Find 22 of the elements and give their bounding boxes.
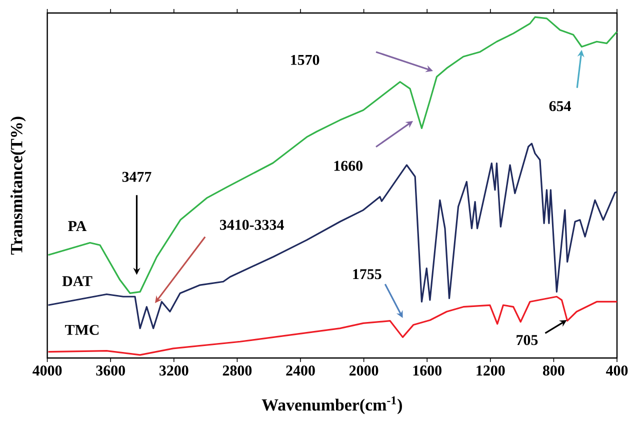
annotation: 3410-3334 <box>220 220 284 230</box>
annotation: 1660 <box>334 160 362 171</box>
x-axis-title: Wavenumber(cm$^{-1}$) <box>262 396 402 414</box>
x-tick-label: 2400 <box>286 366 315 376</box>
series-label: PA <box>68 221 87 231</box>
x-tick-label: 2000 <box>349 366 378 376</box>
series-label: DAT <box>62 276 92 286</box>
series-label: TMC <box>65 324 99 335</box>
x-tick-label: 3200 <box>160 366 188 376</box>
x-tick-label: 3600 <box>96 366 125 376</box>
x-tick-label: 4000 <box>32 366 62 376</box>
y-axis-title: Transmitance(T%) <box>10 116 26 255</box>
annotation: 3477 <box>122 172 152 182</box>
x-tick-label: 400 <box>606 366 628 376</box>
annotation: 705 <box>516 335 538 346</box>
annotation: 1570 <box>291 54 320 65</box>
x-tick-label: 2800 <box>222 366 252 376</box>
annotation: 654 <box>549 101 571 112</box>
x-tick-label: 1600 <box>413 366 442 376</box>
x-tick-label: 800 <box>542 366 564 376</box>
x-tick-label: 1200 <box>476 366 505 376</box>
annotation: 1755 <box>353 269 382 280</box>
